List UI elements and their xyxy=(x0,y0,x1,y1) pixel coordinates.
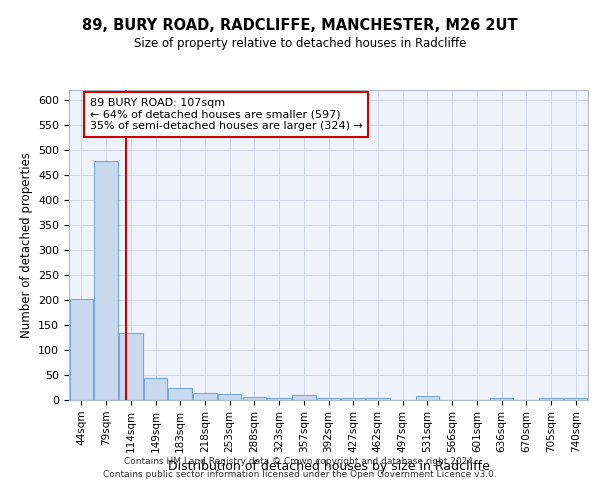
Bar xyxy=(292,395,316,400)
Text: 89 BURY ROAD: 107sqm
← 64% of detached houses are smaller (597)
35% of semi-deta: 89 BURY ROAD: 107sqm ← 64% of detached h… xyxy=(90,98,362,131)
Bar xyxy=(119,332,143,400)
Bar xyxy=(341,398,365,400)
Text: Contains HM Land Registry data © Crown copyright and database right 2024.: Contains HM Land Registry data © Crown c… xyxy=(124,458,476,466)
Text: 89, BURY ROAD, RADCLIFFE, MANCHESTER, M26 2UT: 89, BURY ROAD, RADCLIFFE, MANCHESTER, M2… xyxy=(82,18,518,32)
Bar xyxy=(70,298,93,400)
Text: Size of property relative to detached houses in Radcliffe: Size of property relative to detached ho… xyxy=(134,38,466,51)
Bar xyxy=(366,398,389,400)
Bar xyxy=(144,378,167,400)
Bar xyxy=(539,398,563,400)
Bar xyxy=(193,392,217,400)
Bar xyxy=(490,398,513,400)
Bar xyxy=(317,398,340,400)
Bar xyxy=(94,161,118,400)
Bar xyxy=(564,398,587,400)
Bar xyxy=(169,388,192,400)
Bar xyxy=(242,397,266,400)
Text: Contains public sector information licensed under the Open Government Licence v3: Contains public sector information licen… xyxy=(103,470,497,479)
Bar xyxy=(218,394,241,400)
Bar xyxy=(268,398,291,400)
X-axis label: Distribution of detached houses by size in Radcliffe: Distribution of detached houses by size … xyxy=(167,460,490,473)
Y-axis label: Number of detached properties: Number of detached properties xyxy=(20,152,32,338)
Bar xyxy=(416,396,439,400)
